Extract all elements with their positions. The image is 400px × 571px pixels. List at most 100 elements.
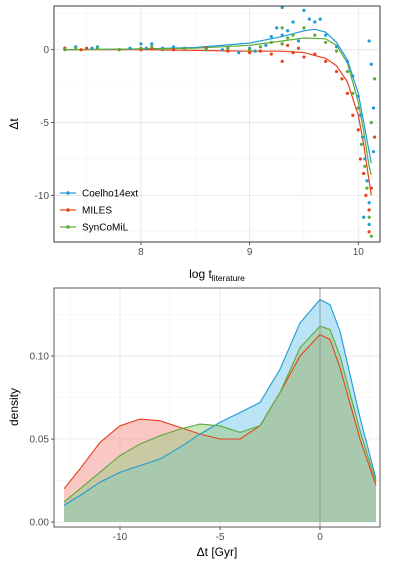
data-point-syncomil	[363, 164, 367, 168]
data-point-miles	[85, 46, 89, 50]
data-point-coelho14ext	[363, 157, 367, 161]
data-point-miles	[79, 48, 83, 52]
data-point-syncomil	[269, 40, 273, 45]
trend-curve-miles	[64, 49, 372, 196]
data-point-miles	[248, 51, 252, 55]
scatter-x-tick-label: 8	[138, 247, 144, 258]
data-point-coelho14ext	[302, 8, 306, 12]
data-point-coelho14ext	[275, 26, 279, 30]
density-x-axis-title: Δt [Gyr]	[197, 545, 238, 559]
scatter-frame	[53, 5, 381, 243]
data-point-coelho14ext	[362, 215, 366, 219]
data-point-coelho14ext	[367, 39, 371, 43]
data-point-coelho14ext	[220, 48, 225, 52]
data-point-syncomil	[95, 46, 100, 50]
data-point-coelho14ext	[371, 106, 376, 110]
legend-marker-coelho14ext	[66, 191, 70, 195]
scatter-x-axis-title-sub: literature	[212, 273, 245, 283]
data-point-syncomil	[63, 48, 67, 52]
data-point-miles	[226, 49, 230, 53]
scatter-panel: 8 9 10 0 -5 -10 Coelho14ext MILES SynCoMiL log…	[7, 5, 381, 283]
data-point-coelho14ext	[237, 51, 241, 55]
data-point-coelho14ext	[365, 179, 369, 183]
data-point-coelho14ext	[324, 33, 328, 37]
scatter-y-tick-label: 0	[43, 45, 49, 56]
data-point-miles	[334, 69, 339, 74]
scatter-x-ticks: 8 9 10	[138, 242, 364, 258]
scatter-y-ticks: 0 -5 -10	[35, 45, 54, 202]
data-point-miles	[372, 135, 377, 139]
scatter-y-axis-title: Δt	[7, 118, 21, 130]
data-point-coelho14ext	[264, 43, 268, 47]
legend-label-miles: MILES	[82, 206, 112, 217]
trend-curve-coelho14ext	[64, 28, 372, 164]
data-point-syncomil	[139, 46, 143, 50]
scatter-x-axis-title-main: log t	[189, 267, 212, 281]
data-point-syncomil	[204, 48, 208, 52]
data-point-coelho14ext	[296, 39, 301, 43]
legend-label-coelho14ext: Coelho14ext	[82, 189, 138, 200]
data-point-coelho14ext	[144, 46, 148, 50]
data-point-miles	[367, 230, 371, 234]
density-y-tick-label: 0.00	[30, 518, 50, 529]
density-x-ticks: -10 -5 0	[113, 527, 323, 543]
density-area-syncomil	[64, 326, 376, 522]
data-point-syncomil	[345, 69, 349, 74]
data-point-syncomil	[74, 46, 78, 50]
data-point-coelho14ext	[358, 113, 363, 117]
data-point-miles	[286, 43, 290, 47]
data-point-miles	[280, 59, 284, 63]
data-point-syncomil	[372, 77, 377, 81]
data-point-syncomil	[313, 33, 317, 37]
data-point-coelho14ext	[367, 222, 371, 227]
data-point-coelho14ext	[139, 42, 143, 46]
density-x-tick-label: -5	[216, 532, 225, 543]
trend-curve-syncomil	[64, 37, 372, 176]
data-point-coelho14ext	[286, 29, 290, 33]
data-point-syncomil	[286, 36, 290, 40]
data-point-miles	[171, 48, 176, 52]
data-point-syncomil	[369, 234, 373, 238]
data-point-syncomil	[367, 215, 371, 219]
data-point-syncomil	[280, 42, 284, 46]
data-point-coelho14ext	[367, 201, 371, 205]
data-point-syncomil	[226, 46, 230, 50]
data-point-syncomil	[302, 26, 306, 30]
data-point-coelho14ext	[291, 20, 295, 24]
data-point-coelho14ext	[253, 49, 257, 53]
data-point-miles	[296, 46, 301, 50]
density-curve-coelho14ext	[63, 298, 377, 506]
density-y-tick-label: 0.05	[30, 435, 50, 446]
legend-marker-syncomil	[66, 225, 70, 229]
density-x-tick-label: -10	[113, 532, 128, 543]
density-frame	[53, 287, 381, 528]
scatter-y-tick-label: -5	[40, 118, 49, 129]
data-point-coelho14ext	[369, 62, 373, 66]
data-point-miles	[367, 208, 371, 212]
scatter-trend-curves	[64, 28, 372, 196]
data-point-syncomil	[291, 33, 295, 37]
scatter-x-tick-label: 9	[247, 247, 253, 258]
density-y-axis-title: density	[7, 388, 21, 426]
legend-label-syncomil: SynCoMiL	[82, 223, 129, 234]
data-point-miles	[291, 51, 295, 55]
data-point-syncomil	[369, 120, 373, 125]
density-y-tick-label: 0.10	[30, 352, 50, 363]
data-point-syncomil	[365, 186, 369, 190]
data-point-miles	[269, 52, 273, 56]
data-point-coelho14ext	[334, 45, 339, 49]
density-panel: -10 -5 0 0.00 0.05 0.10 Δt [Gyr] density	[7, 287, 381, 559]
data-point-coelho14ext	[351, 74, 355, 78]
data-point-syncomil	[356, 106, 360, 110]
data-point-coelho14ext	[307, 17, 311, 21]
data-point-syncomil	[280, 26, 284, 30]
data-point-miles	[313, 52, 317, 56]
data-point-coelho14ext	[269, 34, 273, 39]
data-point-coelho14ext	[90, 46, 94, 50]
data-point-syncomil	[334, 49, 339, 53]
data-point-miles	[358, 157, 363, 161]
data-point-coelho14ext	[318, 17, 322, 21]
scatter-y-tick-label: -10	[35, 191, 50, 202]
data-point-coelho14ext	[280, 33, 284, 37]
data-point-syncomil	[258, 45, 263, 49]
